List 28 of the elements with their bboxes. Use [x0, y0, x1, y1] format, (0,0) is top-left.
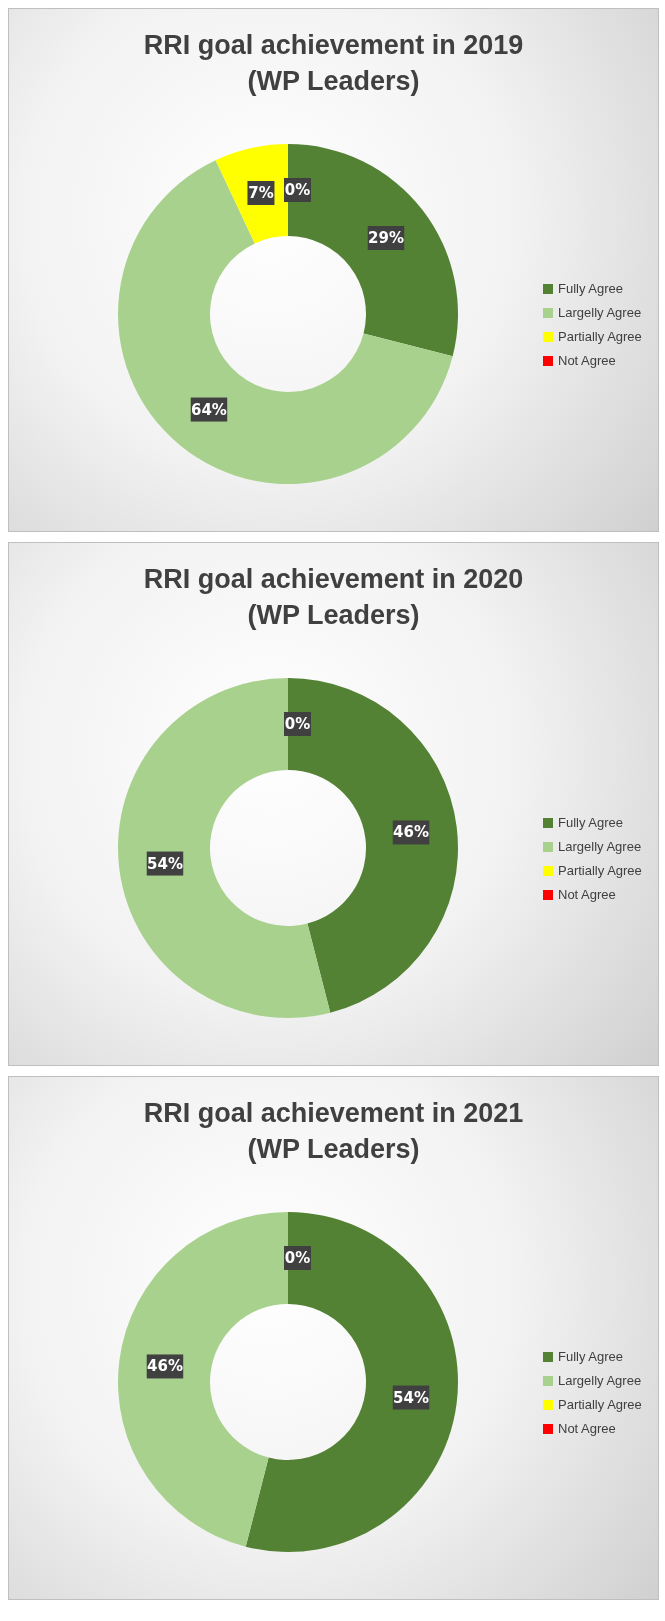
legend-label: Largelly Agree — [558, 838, 642, 856]
chart-title: RRI goal achievement in 2019 (WP Leaders) — [142, 29, 525, 98]
data-label: 54% — [393, 1388, 429, 1407]
text: 0% — [284, 715, 311, 733]
legend-label: Not Agree — [558, 352, 616, 370]
text: 0% — [284, 181, 311, 199]
data-label: 7% — [248, 183, 274, 202]
legend-label: Partially Agree — [558, 1396, 642, 1414]
legend-label: Fully Agree — [558, 1348, 624, 1366]
chart-title: RRI goal achievement in 2021 (WP Leaders) — [142, 1097, 525, 1166]
data-label: 46% — [393, 823, 429, 842]
legend-label: Fully Agree — [558, 280, 624, 298]
data-label: 29% — [368, 229, 404, 247]
legend-label: Partially Agree — [558, 862, 642, 880]
chart-title: RRI goal achievement in 2020 (WP Leaders) — [142, 563, 525, 632]
legend-label: Largelly Agree — [558, 1372, 642, 1390]
donut-slice — [245, 1212, 458, 1552]
text: 0% — [284, 1249, 311, 1267]
data-label: 64% — [191, 400, 227, 419]
legend-label: Not Agree — [558, 1420, 616, 1438]
donut-slice — [118, 678, 331, 1018]
legend-label: Partially Agree — [558, 328, 642, 346]
donut-slice — [118, 160, 453, 484]
data-label: 54% — [147, 854, 183, 873]
legend-label: Fully Agree — [558, 814, 624, 832]
data-label: 46% — [147, 1357, 183, 1376]
legend-label: Largelly Agree — [558, 304, 642, 322]
legend-label: Not Agree — [558, 886, 616, 904]
